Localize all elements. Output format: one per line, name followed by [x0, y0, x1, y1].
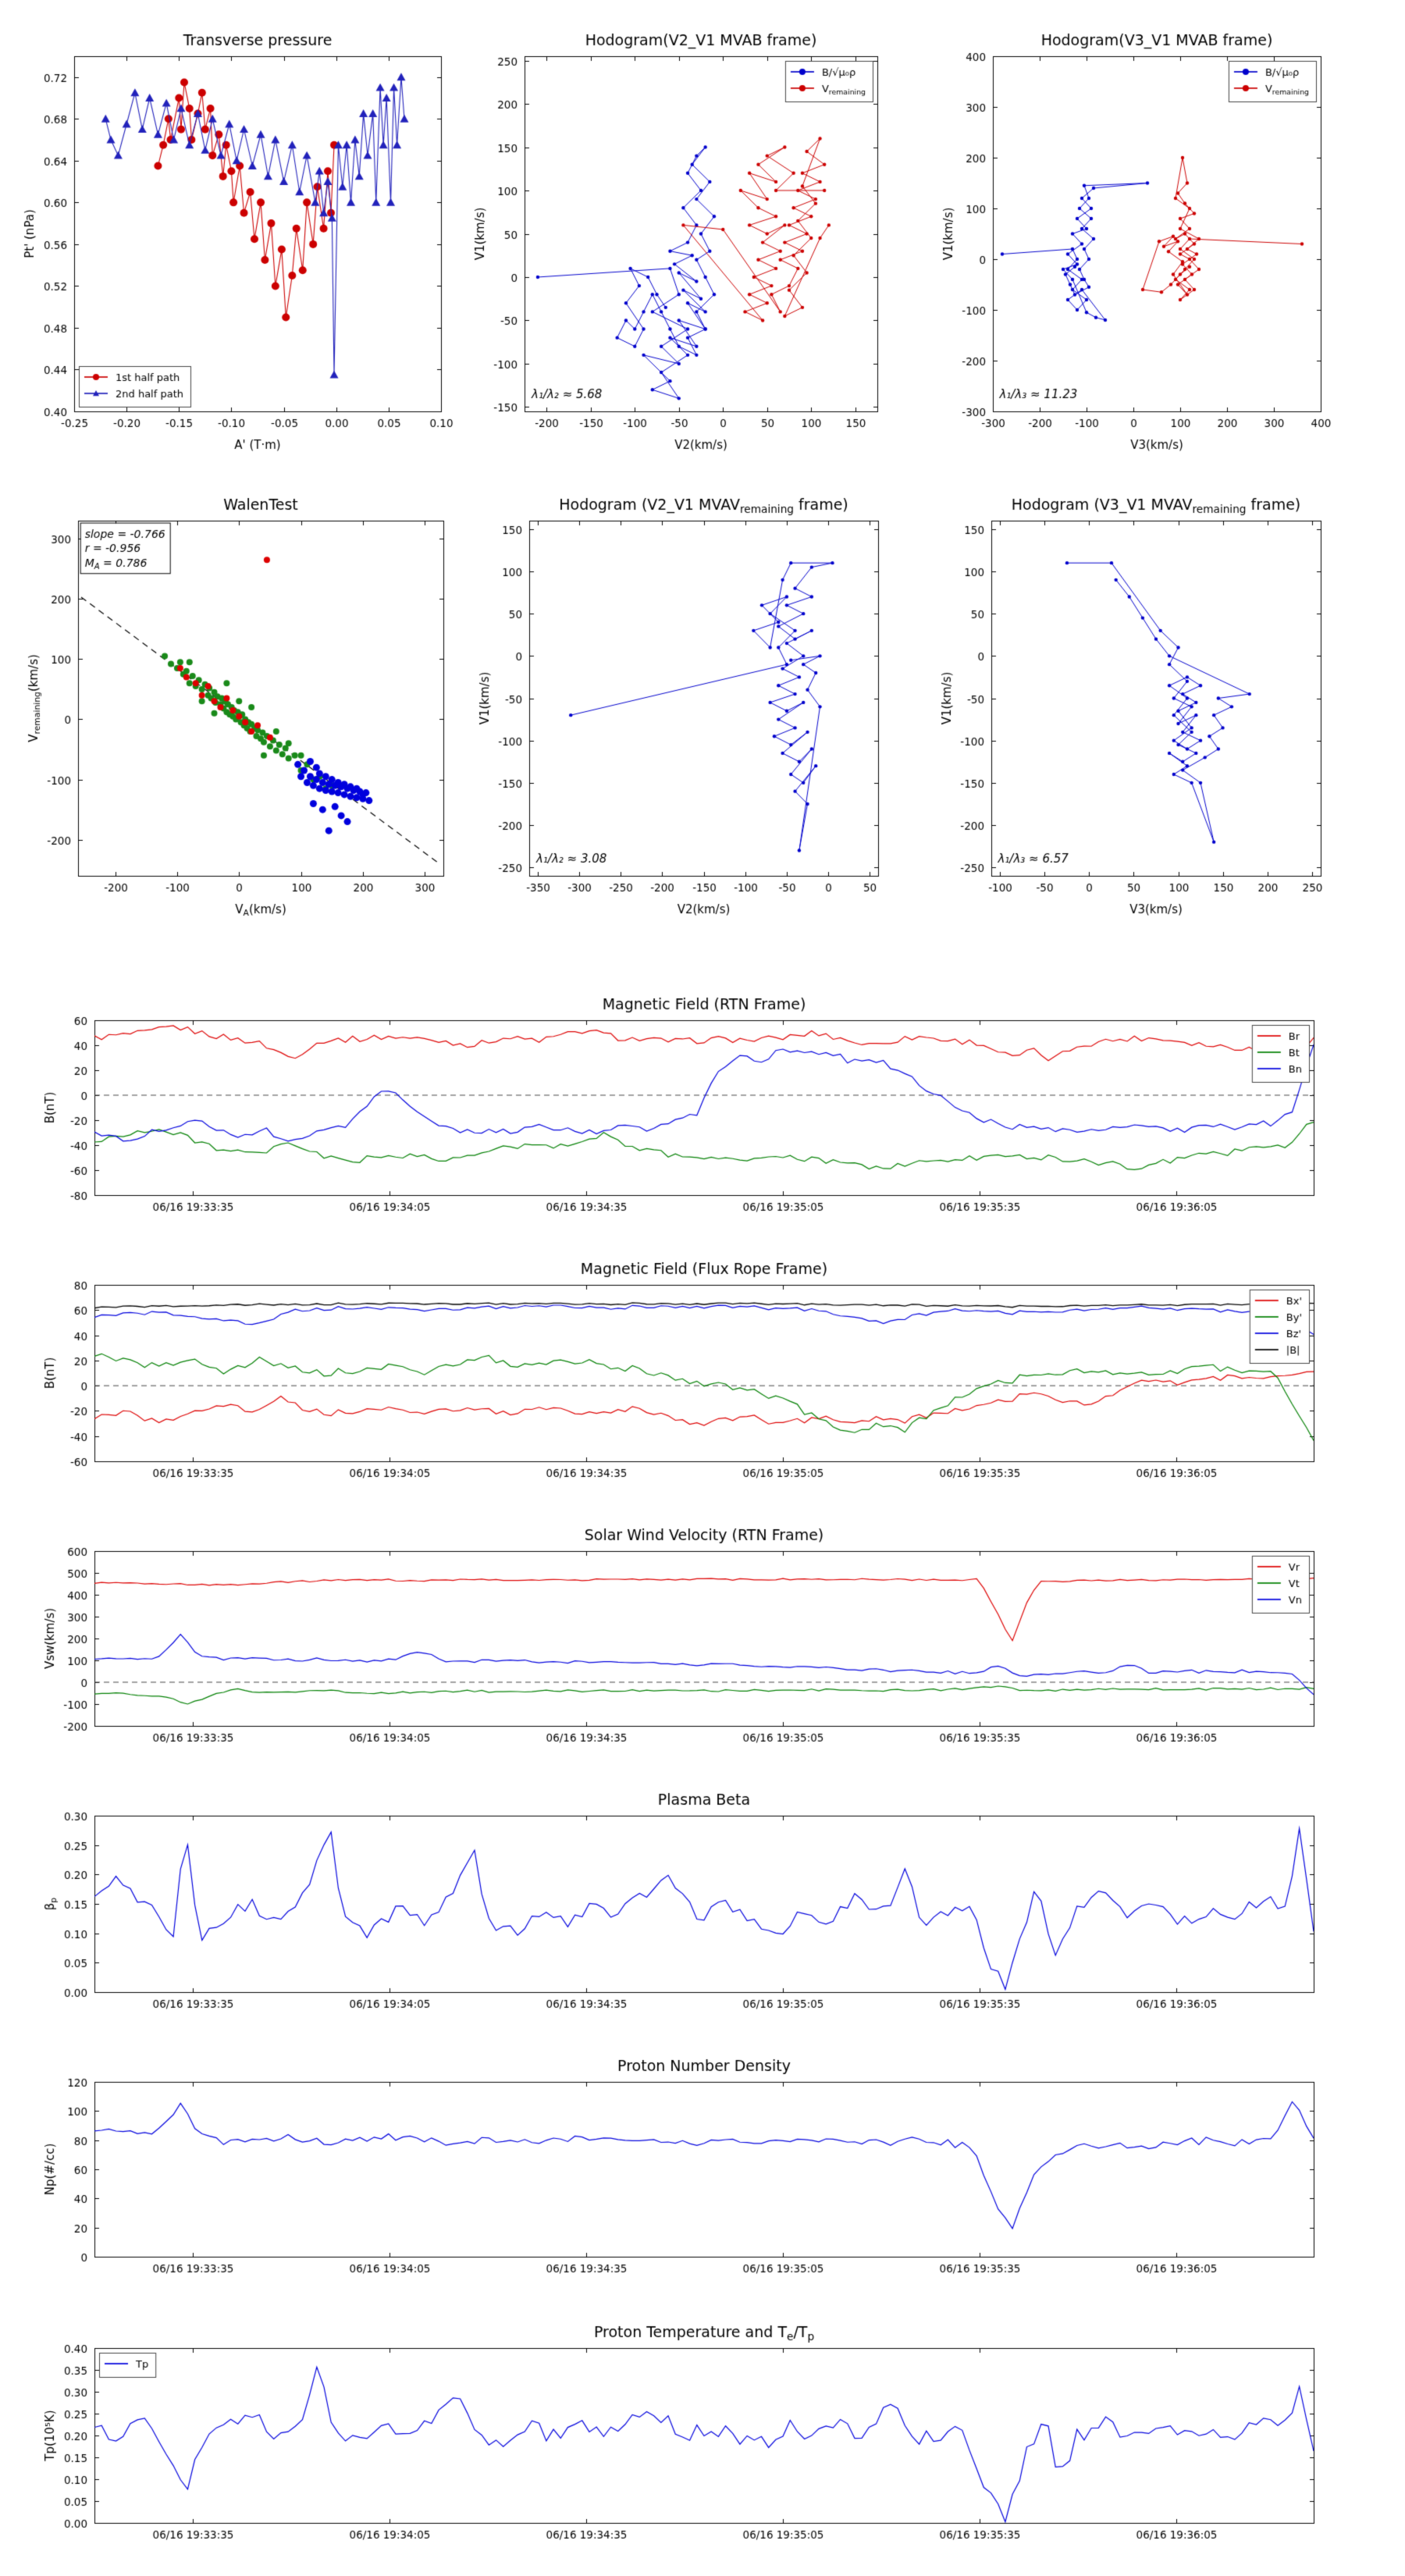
- panel-hodogram-v2v1-mvab: [458, 21, 897, 460]
- canvas-hodogram-v3v1-mvab: [927, 21, 1340, 460]
- panel-walen-test: [12, 486, 463, 924]
- panel-hodogram-v3v1-mvav: [925, 486, 1340, 924]
- panel-magnetic-field-rtn: [28, 985, 1333, 1244]
- panel-hodogram-v2v1-mvav: [463, 486, 898, 924]
- canvas-hodogram-v3v1-mvav: [925, 486, 1340, 924]
- panel-proton-temperature: [28, 2313, 1333, 2571]
- canvas-walen-test: [12, 486, 463, 924]
- canvas-solar-wind-velocity: [28, 1516, 1333, 1774]
- panel-plasma-beta: [28, 1781, 1333, 2041]
- canvas-hodogram-v2v1-mvav: [463, 486, 898, 924]
- panel-solar-wind-velocity: [28, 1516, 1333, 1774]
- panel-hodogram-v3v1-mvab: [927, 21, 1340, 460]
- canvas-magnetic-field-fluxrope: [28, 1250, 1333, 1510]
- panel-transverse-pressure: [8, 21, 461, 460]
- panel-magnetic-field-fluxrope: [28, 1250, 1333, 1510]
- canvas-hodogram-v2v1-mvab: [458, 21, 897, 460]
- canvas-plasma-beta: [28, 1781, 1333, 2041]
- panel-proton-number-density: [28, 2047, 1333, 2305]
- canvas-magnetic-field-rtn: [28, 985, 1333, 1244]
- canvas-proton-number-density: [28, 2047, 1333, 2305]
- canvas-transverse-pressure: [8, 21, 461, 460]
- canvas-proton-temperature: [28, 2313, 1333, 2571]
